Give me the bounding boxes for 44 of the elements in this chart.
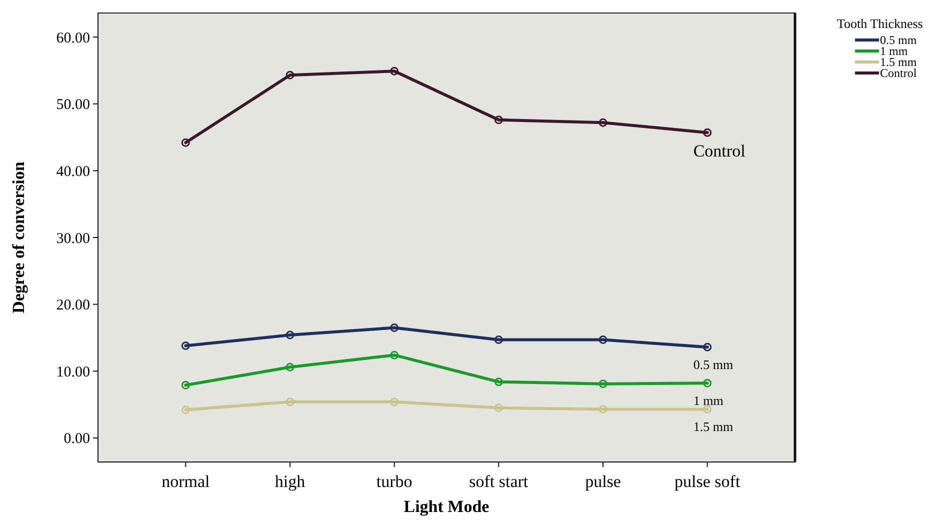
point	[598, 335, 608, 344]
x-tick-label: pulse	[585, 472, 621, 491]
point	[598, 380, 608, 388]
point	[286, 70, 294, 80]
y-tick-label: 50.00	[56, 97, 90, 114]
point	[286, 330, 294, 340]
text: 0.5 mm	[693, 357, 734, 372]
y-axis-title: Degree of conversion	[9, 161, 28, 314]
x-axis-title: Light Mode	[404, 497, 490, 516]
point	[181, 380, 190, 390]
point	[703, 378, 712, 388]
text: 1.5 mm	[693, 419, 734, 434]
point	[286, 362, 294, 372]
y-tick-label: 10.00	[56, 364, 90, 380]
point	[703, 342, 712, 352]
point	[494, 404, 503, 412]
y-tick-label: 60.00	[56, 30, 90, 46]
x-tick-label: high	[274, 472, 306, 491]
x-tick-label: normal	[162, 472, 210, 491]
point	[390, 398, 399, 406]
point	[390, 66, 399, 76]
y-tick-label: 20.00	[56, 298, 90, 314]
point	[494, 116, 503, 124]
point	[494, 378, 503, 386]
y-tick-label: 0.00	[64, 431, 90, 448]
text: Control	[693, 142, 746, 161]
point	[598, 404, 608, 414]
point	[181, 341, 190, 350]
y-tick-label: 40.00	[56, 164, 90, 180]
x-tick-label: soft start	[469, 472, 528, 491]
point	[181, 406, 190, 414]
point	[703, 404, 712, 414]
point	[390, 350, 399, 360]
point	[703, 128, 712, 137]
y-tick-label: 30.00	[56, 230, 90, 247]
point	[390, 323, 399, 332]
point	[181, 138, 190, 147]
legend-title: Tooth Thickness	[837, 16, 923, 31]
point	[598, 118, 608, 127]
text: 1 mm	[693, 393, 724, 408]
point	[286, 398, 294, 406]
x-tick-label: pulse soft	[674, 472, 740, 491]
point	[494, 335, 503, 344]
x-tick-label: turbo	[376, 472, 412, 491]
